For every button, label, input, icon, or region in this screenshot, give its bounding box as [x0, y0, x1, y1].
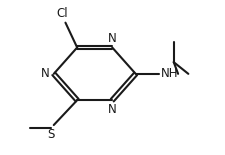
Text: N: N [41, 67, 50, 80]
Text: N: N [107, 32, 116, 45]
Text: Cl: Cl [56, 7, 68, 20]
Text: N: N [107, 103, 116, 116]
Text: NH: NH [160, 67, 177, 80]
Text: S: S [47, 128, 54, 141]
